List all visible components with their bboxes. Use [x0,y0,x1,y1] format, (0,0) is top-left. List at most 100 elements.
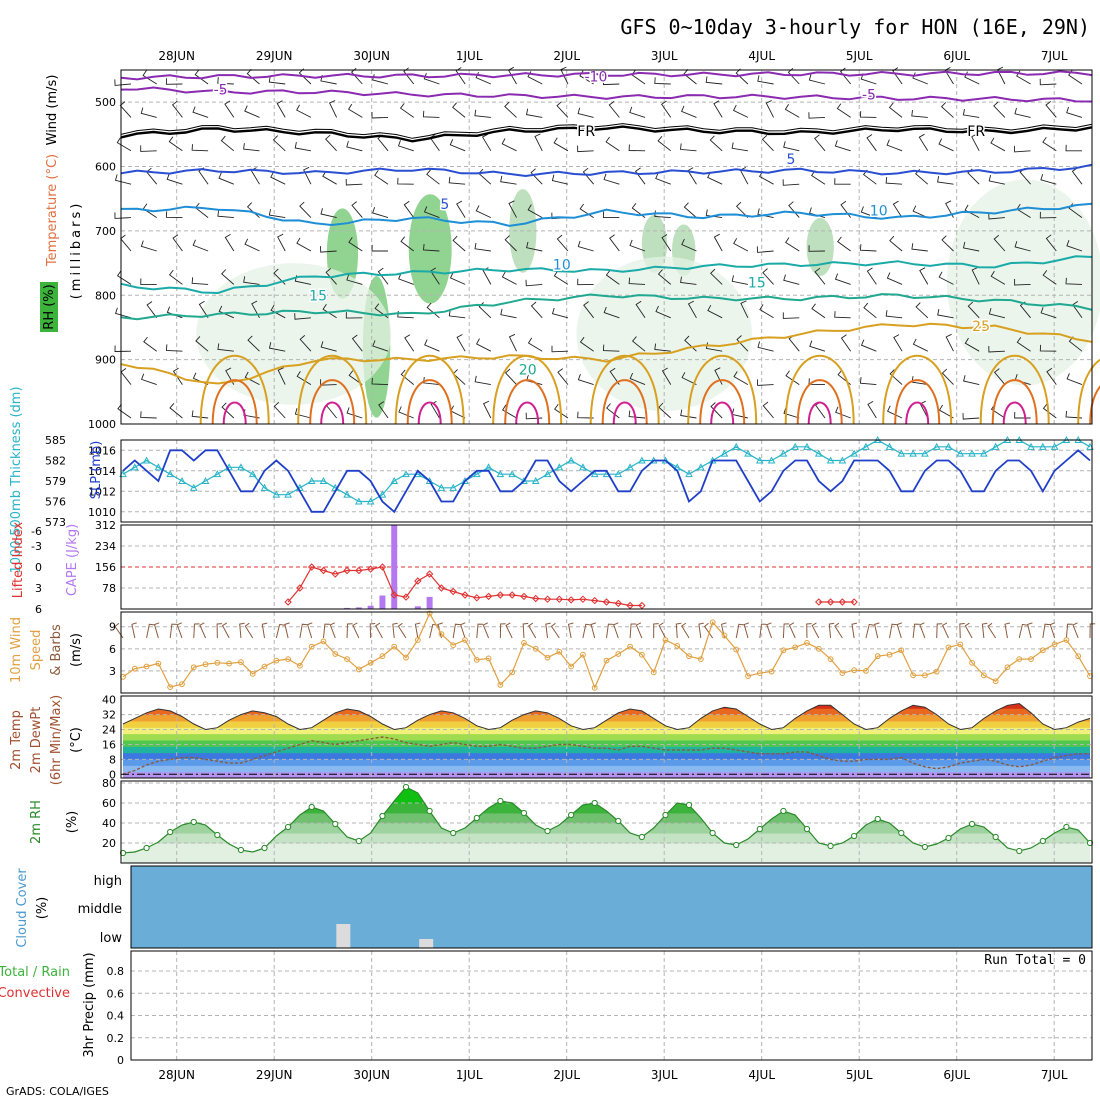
lifted-index-point [508,591,516,599]
wind-barb [299,335,312,352]
wind-barb [351,334,363,352]
thickness-point [319,476,328,484]
wind-barb [400,236,415,252]
wind-barb [937,309,954,319]
wind-barb [784,104,800,118]
thickness-point [248,470,257,478]
lifted-index-point [838,598,847,606]
wind-barb [783,141,800,152]
date-label-bottom: 1JUL [456,1068,483,1082]
rh-point [662,811,669,819]
wind-barb-10m [199,622,207,639]
wind-barb [117,403,132,419]
wind-barb [661,234,672,252]
wind-speed-point [414,637,421,643]
wind-barb [579,336,594,352]
thickness-point [897,449,906,457]
thickness-point [626,463,634,471]
rh-point [921,843,929,851]
wind-barb [474,375,491,386]
cape-bar [344,607,351,609]
wind-barb-10m [606,623,614,639]
wind-barb [140,278,157,285]
wind-barb [140,411,157,419]
wind-barb [165,344,183,352]
precip-tick: 0.8 [107,965,125,978]
temperature-contour [120,293,1093,321]
wind-barb [403,67,415,85]
axis-label-rh: RH (%) [42,284,57,329]
wind-barb [398,406,414,419]
wind-barb [475,338,492,352]
wind-barb-10m [874,622,880,639]
wind-barb-10m [169,623,177,639]
wind-speed-point [886,651,893,658]
wind-barb-10m [239,622,245,639]
wind-barb-10m [460,622,466,639]
axis-label-speed: Speed [29,630,44,671]
contour-label: -10 [585,69,608,85]
wind-barb [679,143,697,152]
rh-band [123,787,1090,804]
date-axis-bottom: 28JUN 29JUN 30JUN 1JUL 2JUL 3JUL 4JUL 5JUL 6JUL 7… [158,1068,1067,1082]
rh-shade-patch [196,263,392,405]
lifted-index-point [520,592,528,601]
surface-temp-loop [991,379,1038,425]
lifted-index-point [579,595,587,603]
thickness-tick: 579 [45,475,66,488]
rh-point [780,807,787,815]
thickness-point [1038,442,1047,450]
wind-barb-10m [329,622,336,639]
wind-barb [504,235,517,252]
wind-barb [243,143,260,152]
axis-label-minmax: (6hr Min/Max) [49,695,64,785]
wind-barb-10m [146,623,155,639]
wind-barb [757,208,774,219]
wind-barb [448,309,466,319]
wind-barb [731,275,748,285]
date-label-top: 29JUN [256,49,293,63]
lifted-index-tick: 3 [35,582,42,595]
panel-frame [120,780,1093,864]
lifted-index-point [390,591,398,599]
wind-barb [452,102,466,118]
wind-barb [1014,241,1031,252]
wind-barb [938,138,954,152]
axis-label-convective: Convective [0,986,70,1001]
wind-barb [296,237,312,252]
wind-barb [757,379,774,386]
date-label-top: 4JUL [748,49,775,63]
wind-barb [195,336,209,352]
wind-barb [404,334,415,352]
lifted-index-point [850,598,858,606]
cape-tick: 156 [95,561,116,574]
wind-barb [1045,101,1057,118]
wind-tick: 6 [109,643,116,656]
axis-label-wind-units: (m/s) [69,633,84,667]
wind-barb-10m [550,622,560,639]
wind-barb-10m [590,622,596,639]
cape-bar [414,606,421,609]
wind-barb [508,333,517,352]
contour-label: 15 [748,275,766,291]
wind-barb [608,101,620,118]
surface-temp-loop [417,401,442,425]
wind-barb [449,139,466,152]
thickness-point [685,470,693,478]
wind-barb [866,134,877,152]
rh-bands [123,787,1090,863]
wind-barb [116,137,132,152]
panel-frame [120,695,1093,779]
precip-tick: 0.4 [107,1010,125,1023]
wind-barb [455,67,466,85]
thickness-point [980,449,988,457]
thickness-point [862,442,870,450]
thickness-point [696,463,705,471]
wind-barb [114,345,132,352]
date-label-top: 30JUN [353,49,390,63]
wind-speed-point [721,632,728,639]
wind-barb [836,103,851,118]
wind-barb [867,401,877,419]
wind-barb [500,175,517,185]
wind-barb [191,144,209,152]
